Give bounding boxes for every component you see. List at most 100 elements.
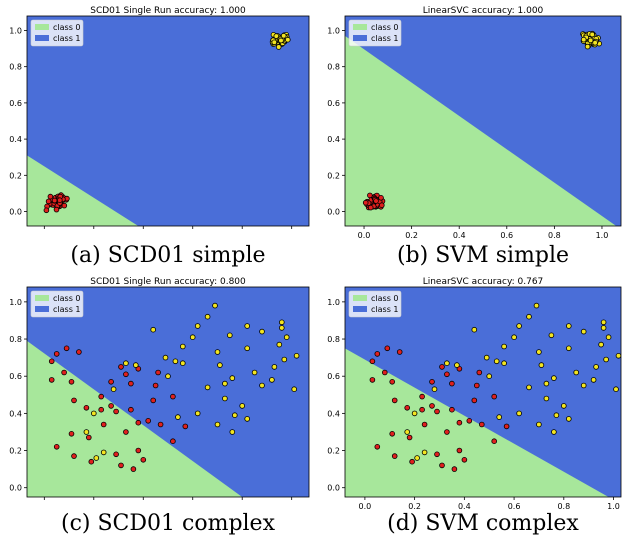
legend-label-class1: class 1 — [371, 305, 399, 314]
data-point-class1 — [110, 386, 117, 393]
data-point-class0 — [369, 377, 376, 383]
legend-swatch-class0 — [35, 295, 49, 301]
data-point-class1 — [271, 364, 278, 370]
y-tick-label: 0.4 — [327, 135, 340, 144]
data-point-class0 — [98, 406, 104, 413]
data-point-class1 — [189, 334, 196, 341]
data-point-class0 — [56, 197, 63, 204]
plot-area — [345, 16, 621, 226]
data-point-class1 — [565, 323, 572, 329]
data-point-class1 — [565, 345, 572, 352]
data-point-class1 — [214, 421, 221, 428]
legend-swatch-class1 — [35, 35, 49, 41]
data-point-class0 — [409, 458, 415, 465]
data-point-class1 — [615, 353, 621, 359]
legend: class 0 class 1 — [348, 290, 402, 318]
panel-4: 0.0 0.2 0.4 0.6 0.8 1.0 0.0 0.2 0.4 0.6 0.8 1.0 Line… — [327, 277, 622, 536]
data-point-class0 — [152, 382, 159, 389]
data-point-class0 — [473, 382, 480, 389]
data-point-class1 — [553, 412, 560, 419]
data-point-class0 — [108, 403, 114, 409]
legend-swatch-class1 — [353, 35, 367, 41]
y-tick-label: 1.0 — [9, 298, 22, 307]
panel-caption: (c) SCD01 complex — [61, 511, 276, 536]
data-point-class0 — [145, 417, 152, 424]
data-point-class1 — [239, 403, 246, 409]
panel-2: 0.0 0.2 0.4 0.6 0.8 1.0 0.0 0.2 0.4 0.6 0.8 1.0 Line… — [327, 6, 622, 268]
legend-label-class0: class 0 — [371, 294, 399, 303]
data-point-class0 — [384, 345, 391, 352]
legend-swatch-class1 — [35, 306, 49, 312]
data-point-class1 — [454, 362, 460, 368]
data-point-class0 — [451, 466, 458, 472]
data-point-class0 — [51, 197, 58, 204]
data-point-class1 — [229, 375, 236, 381]
data-point-class1 — [275, 44, 282, 50]
data-point-class1 — [123, 360, 129, 367]
class0-region — [345, 35, 617, 226]
x-tick-label: 0.0 — [359, 502, 372, 511]
x-tick-label: 0.6 — [500, 231, 513, 240]
data-point-class0 — [76, 349, 82, 355]
x-tick-label: 0.4 — [453, 231, 466, 240]
x-tick-label: 0.8 — [548, 231, 561, 240]
data-point-class0 — [135, 447, 142, 454]
data-point-class0 — [53, 443, 60, 450]
data-point-class1 — [222, 395, 228, 402]
data-point-class1 — [551, 375, 557, 381]
data-point-class1 — [501, 360, 507, 367]
y-tick-label: 0.4 — [327, 409, 340, 418]
data-point-class1 — [214, 349, 221, 355]
data-point-class1 — [543, 395, 550, 402]
data-point-class0 — [476, 369, 483, 376]
y-tick-label: 0.8 — [9, 335, 22, 344]
data-point-class1 — [259, 382, 265, 389]
x-tick-label: 0.4 — [458, 502, 471, 511]
data-point-class1 — [259, 328, 265, 335]
data-point-class0 — [150, 397, 157, 404]
data-point-class1 — [194, 410, 201, 417]
data-point-class1 — [471, 326, 478, 333]
y-tick-label: 0.2 — [9, 171, 22, 180]
data-point-class0 — [478, 421, 485, 428]
chart-title: LinearSVC accuracy: 0.767 — [423, 277, 544, 287]
data-point-class1 — [278, 325, 285, 331]
data-point-class0 — [456, 365, 463, 372]
data-point-class1 — [404, 429, 411, 435]
data-point-class1 — [281, 356, 288, 363]
data-point-class0 — [406, 434, 413, 441]
y-tick-label: 0.8 — [327, 63, 340, 72]
y-tick-label: 0.0 — [327, 208, 340, 217]
data-point-class1 — [150, 326, 157, 333]
data-point-class1 — [83, 429, 90, 435]
data-point-class1 — [232, 412, 238, 419]
data-point-class0 — [439, 462, 445, 469]
data-point-class1 — [414, 455, 420, 461]
data-point-class1 — [587, 37, 594, 44]
legend-label-class0: class 0 — [53, 294, 81, 303]
data-point-class1 — [283, 334, 290, 341]
data-point-class0 — [68, 378, 75, 385]
data-point-class1 — [573, 369, 579, 376]
data-point-class1 — [133, 362, 139, 368]
data-point-class1 — [244, 323, 251, 329]
data-point-class0 — [429, 403, 435, 409]
data-point-class0 — [391, 453, 398, 459]
data-point-class0 — [434, 451, 440, 458]
x-tick-label: 1.0 — [607, 502, 620, 511]
data-point-class0 — [362, 199, 369, 206]
data-point-class1 — [278, 37, 284, 44]
y-tick-label: 0.8 — [9, 63, 22, 72]
data-point-class0 — [471, 397, 478, 404]
x-tick-label: 0.2 — [408, 502, 421, 511]
data-point-class0 — [48, 358, 55, 365]
data-point-class1 — [496, 414, 503, 420]
data-point-class0 — [86, 434, 92, 441]
data-point-class0 — [444, 371, 450, 378]
data-point-class1 — [536, 421, 542, 428]
data-point-class0 — [378, 202, 385, 209]
data-point-class1 — [590, 377, 597, 383]
data-point-class0 — [461, 456, 468, 463]
plot-frame — [344, 15, 622, 227]
data-point-class0 — [389, 378, 396, 385]
